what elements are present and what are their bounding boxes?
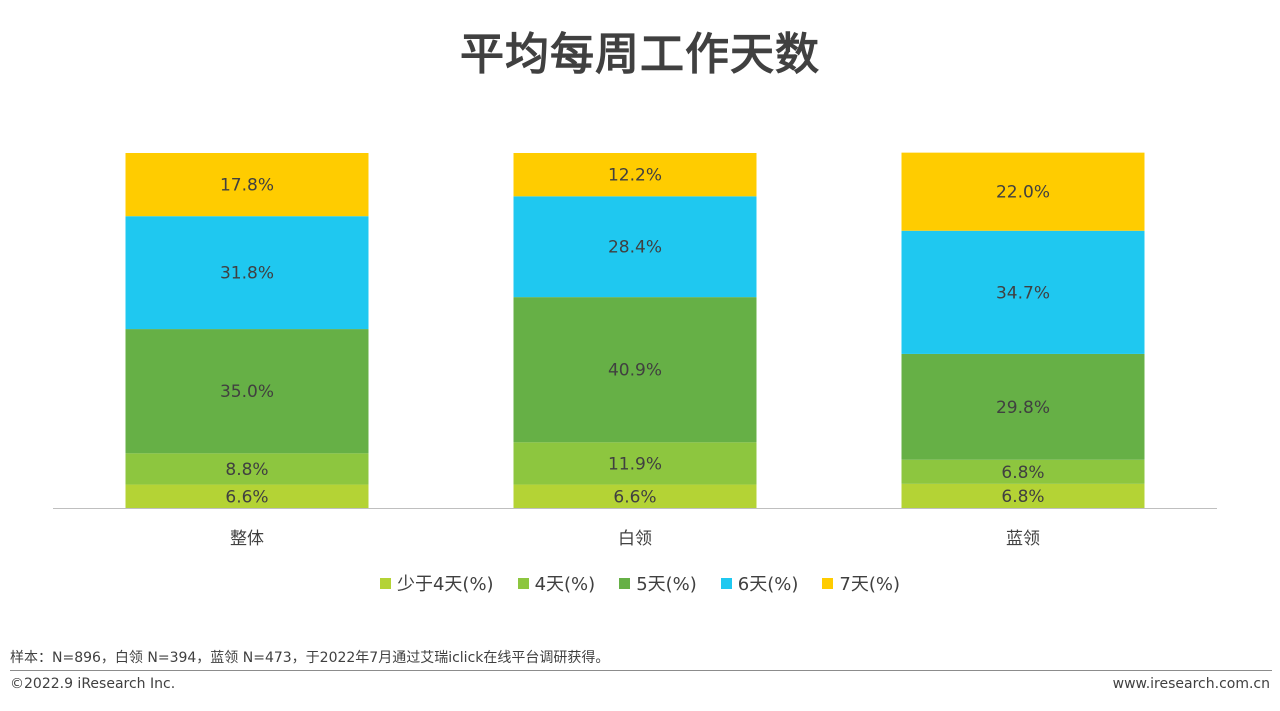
bar-segment-0-3: [125, 216, 369, 330]
bar-segment-1-4: [513, 153, 757, 197]
legend-swatch: [822, 577, 834, 589]
bar-segment-1-0: [513, 484, 757, 508]
legend-swatch: [379, 577, 391, 589]
bar-segment-0-1: [125, 453, 369, 485]
legend-item-4: 7天(%): [822, 570, 900, 596]
legend-swatch: [619, 577, 631, 589]
website-link[interactable]: www.iresearch.com.cn: [1112, 676, 1270, 692]
bar-segment-1-1: [513, 442, 757, 485]
legend-label: 4天(%): [534, 574, 596, 595]
category-label-2: 蓝领: [1006, 529, 1040, 549]
data-label-0-0: 6.6%: [225, 487, 268, 507]
bar-segment-1-2: [513, 297, 757, 443]
bar-segment-0-2: [125, 329, 369, 454]
bar-segment-2-0: [901, 483, 1145, 508]
chart-title: 平均每周工作天数: [460, 29, 820, 80]
legend-item-1: 4天(%): [517, 570, 596, 596]
data-label-1-2: 40.9%: [608, 361, 662, 381]
legend-swatch: [517, 577, 529, 589]
data-label-0-1: 8.8%: [225, 460, 268, 480]
category-label-0: 整体: [230, 529, 264, 549]
data-label-0-3: 31.8%: [220, 264, 274, 284]
legend-label: 6天(%): [737, 574, 799, 595]
legend-label: 5天(%): [636, 574, 697, 595]
data-label-2-2: 29.8%: [996, 398, 1050, 418]
copyright-text: ©2022.9 iResearch Inc.: [10, 676, 176, 692]
data-label-1-1: 11.9%: [608, 454, 662, 474]
legend-item-0: 少于4天(%): [379, 570, 494, 596]
chart-legend: 少于4天(%) 4天(%) 5天(%) 6天(%) 7天(%): [0, 570, 1280, 596]
bar-segment-0-4: [125, 153, 369, 217]
legend-swatch: [720, 577, 732, 589]
sample-note: 样本：N=896，白领 N=394，蓝领 N=473，于2022年7月通过艾瑞i…: [10, 650, 610, 666]
data-label-0-4: 17.8%: [220, 176, 274, 196]
bar-segment-2-3: [901, 230, 1145, 354]
legend-label: 7天(%): [839, 574, 901, 595]
data-label-1-3: 28.4%: [608, 238, 662, 258]
data-label-2-0: 6.8%: [1001, 487, 1044, 507]
bar-segment-0-0: [125, 484, 369, 508]
category-label-1: 白领: [618, 529, 652, 549]
bar-segment-2-4: [901, 152, 1145, 231]
data-label-0-2: 35.0%: [220, 382, 274, 402]
legend-item-2: 5天(%): [619, 570, 697, 596]
legend-label: 少于4天(%): [396, 574, 494, 595]
stacked-bar-chart: 6.6% 8.8% 35.0% 31.8% 17.8% 整体 6.6% 11.9% 40.9% 2…: [53, 152, 1217, 549]
data-label-2-1: 6.8%: [1001, 463, 1044, 483]
legend-item-3: 6天(%): [720, 570, 799, 596]
data-label-1-0: 6.6%: [613, 487, 656, 507]
bar-segment-2-1: [901, 459, 1145, 484]
footer-divider: [10, 670, 1272, 671]
data-label-2-4: 22.0%: [996, 183, 1050, 203]
data-label-1-4: 12.2%: [608, 166, 662, 186]
data-label-2-3: 34.7%: [996, 283, 1050, 303]
bar-segment-2-2: [901, 353, 1145, 460]
bar-segment-1-3: [513, 196, 757, 298]
